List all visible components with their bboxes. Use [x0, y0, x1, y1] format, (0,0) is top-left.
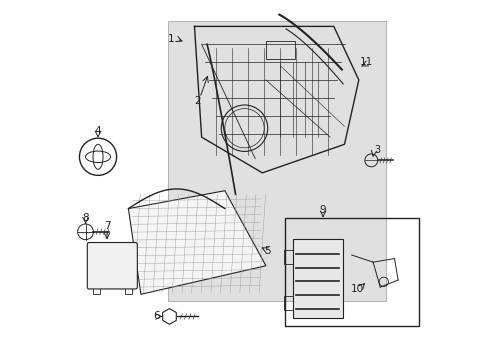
Bar — [292, 239, 342, 318]
Text: 5: 5 — [264, 247, 270, 256]
Bar — [100, 262, 108, 273]
Bar — [265, 41, 294, 59]
Text: 9: 9 — [319, 205, 325, 215]
Bar — [283, 249, 292, 264]
Text: 11: 11 — [359, 57, 372, 67]
Polygon shape — [167, 21, 385, 301]
Text: 3: 3 — [373, 145, 379, 155]
Text: 1: 1 — [167, 34, 174, 44]
Text: 7: 7 — [103, 221, 110, 231]
Text: 6: 6 — [153, 311, 160, 321]
Bar — [285, 217, 418, 327]
Text: 2: 2 — [194, 96, 201, 107]
Text: 8: 8 — [82, 212, 89, 222]
Bar — [283, 296, 292, 310]
Bar — [93, 287, 100, 294]
FancyBboxPatch shape — [87, 243, 137, 289]
Text: 10: 10 — [350, 284, 363, 294]
Text: 4: 4 — [95, 126, 101, 136]
Bar — [124, 287, 132, 294]
Polygon shape — [128, 191, 265, 294]
